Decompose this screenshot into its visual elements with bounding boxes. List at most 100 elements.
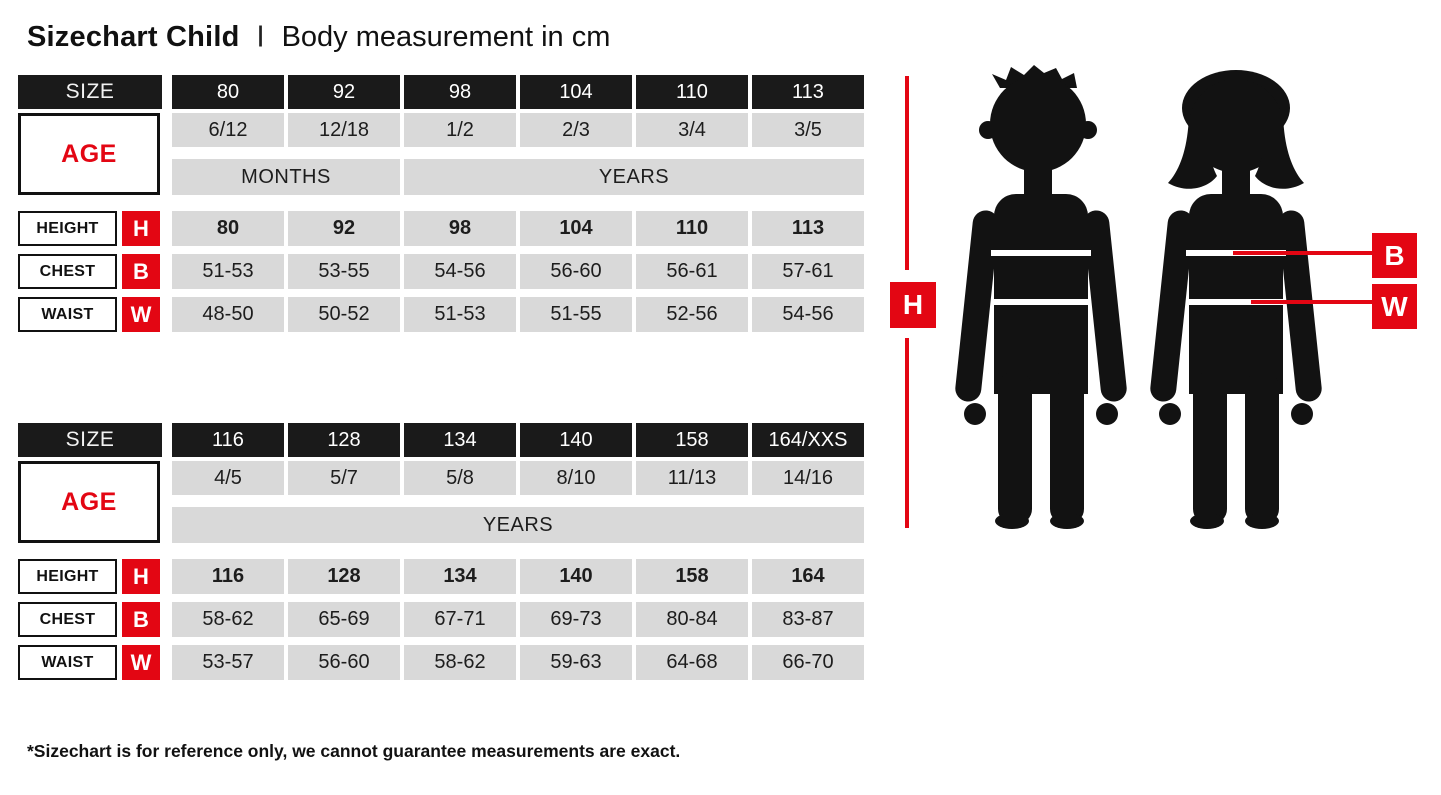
age-cell: 5/8 [404,461,516,495]
size-cell: 113 [752,75,864,109]
chest-cell: 83-87 [752,602,864,637]
chest-cell: 56-60 [520,254,632,289]
title-separator: I [256,20,265,54]
waist-letter-badge: W [122,645,160,680]
height-cell: 134 [404,559,516,594]
height-cell: 92 [288,211,400,246]
height-label-wrap: HEIGHT H [18,211,172,246]
size-table-toddler: SIZE 80 92 98 104 110 113 AGE 6/12 12/18 1/2 2/3 3/4… [18,75,868,332]
size-row: SIZE 80 92 98 104 110 113 [18,75,868,109]
age-block: AGE 6/12 12/18 1/2 2/3 3/4 3/5 MONTHS YEARS [18,113,868,195]
waist-letter-badge: W [122,297,160,332]
age-cell: 8/10 [520,461,632,495]
height-cell: 110 [636,211,748,246]
age-block: AGE 4/5 5/7 5/8 8/10 11/13 14/16 YEARS [18,461,868,543]
size-cell: 128 [288,423,400,457]
waist-cell: 59-63 [520,645,632,680]
waist-cell: 52-56 [636,297,748,332]
age-cell: 14/16 [752,461,864,495]
size-tables: SIZE 80 92 98 104 110 113 AGE 6/12 12/18 1/2 2/3 3/4… [18,75,868,680]
boy-chest-line [991,250,1091,256]
page-title: Sizechart Child [27,21,240,53]
age-cell: 5/7 [288,461,400,495]
age-unit-cell: YEARS [172,507,864,543]
age-rows: 6/12 12/18 1/2 2/3 3/4 3/5 MONTHS YEARS [172,113,864,195]
age-cell: 12/18 [288,113,400,147]
chest-cell: 53-55 [288,254,400,289]
height-cell: 164 [752,559,864,594]
measurement-figure: H [885,60,1441,620]
waist-row: WAIST W 53-57 56-60 58-62 59-63 64-68 66-70 [18,645,868,680]
footnote: *Sizechart is for reference only, we can… [27,741,681,761]
chest-cell: 80-84 [636,602,748,637]
chest-cell: 65-69 [288,602,400,637]
chest-cell: 69-73 [520,602,632,637]
size-cell: 110 [636,75,748,109]
height-row: HEIGHT H 116 128 134 140 158 164 [18,559,868,594]
size-cell: 92 [288,75,400,109]
height-line-top [905,76,909,270]
age-cell: 2/3 [520,113,632,147]
waist-cell: 51-55 [520,297,632,332]
size-label-wrap: SIZE [18,423,172,457]
boy-silhouette [955,65,1127,529]
chest-cell: 58-62 [172,602,284,637]
girl-waist-line [1188,299,1284,305]
age-row: 6/12 12/18 1/2 2/3 3/4 3/5 [172,113,864,147]
chest-cell: 54-56 [404,254,516,289]
height-header-label: HEIGHT [18,559,117,594]
waist-cell: 54-56 [752,297,864,332]
size-cell: 104 [520,75,632,109]
age-unit-cell: YEARS [404,159,864,195]
size-cell: 116 [172,423,284,457]
size-header-label: SIZE [18,75,162,109]
height-line-bottom [905,338,909,528]
waist-header-label: WAIST [18,645,117,680]
age-units-row: YEARS [172,507,864,543]
height-label-wrap: HEIGHT H [18,559,172,594]
chest-label-wrap: CHEST B [18,254,172,289]
age-cell: 3/4 [636,113,748,147]
waist-label-wrap: WAIST W [18,645,172,680]
waist-tag: W [1372,284,1417,329]
chest-cell: 57-61 [752,254,864,289]
chest-tag: B [1372,233,1417,278]
chest-cell: 67-71 [404,602,516,637]
waist-cell: 64-68 [636,645,748,680]
age-units-row: MONTHS YEARS [172,159,864,195]
waist-cell: 48-50 [172,297,284,332]
waist-cell: 56-60 [288,645,400,680]
height-cell: 104 [520,211,632,246]
size-cell: 134 [404,423,516,457]
height-cell: 158 [636,559,748,594]
chest-cell: 51-53 [172,254,284,289]
height-row: HEIGHT H 80 92 98 104 110 113 [18,211,868,246]
chest-label-wrap: CHEST B [18,602,172,637]
height-cell: 128 [288,559,400,594]
age-cell: 6/12 [172,113,284,147]
age-cell: 11/13 [636,461,748,495]
chest-row: CHEST B 58-62 65-69 67-71 69-73 80-84 83-87 [18,602,868,637]
waist-cell: 53-57 [172,645,284,680]
height-cell: 80 [172,211,284,246]
waist-label-wrap: WAIST W [18,297,172,332]
height-header-label: HEIGHT [18,211,117,246]
waist-cell: 66-70 [752,645,864,680]
height-cell: 116 [172,559,284,594]
chest-header-label: CHEST [18,254,117,289]
age-unit-cell: MONTHS [172,159,400,195]
height-letter-badge: H [122,559,160,594]
age-row: 4/5 5/7 5/8 8/10 11/13 14/16 [172,461,864,495]
size-cell: 98 [404,75,516,109]
age-label-wrap: AGE [18,113,172,195]
waist-row: WAIST W 48-50 50-52 51-53 51-55 52-56 54-56 [18,297,868,332]
size-cell: 158 [636,423,748,457]
age-header-label: AGE [18,113,160,195]
size-label-wrap: SIZE [18,75,172,109]
height-cell: 98 [404,211,516,246]
chest-header-label: CHEST [18,602,117,637]
age-rows: 4/5 5/7 5/8 8/10 11/13 14/16 YEARS [172,461,864,543]
page-subtitle: Body measurement in cm [281,21,611,53]
size-cell: 80 [172,75,284,109]
